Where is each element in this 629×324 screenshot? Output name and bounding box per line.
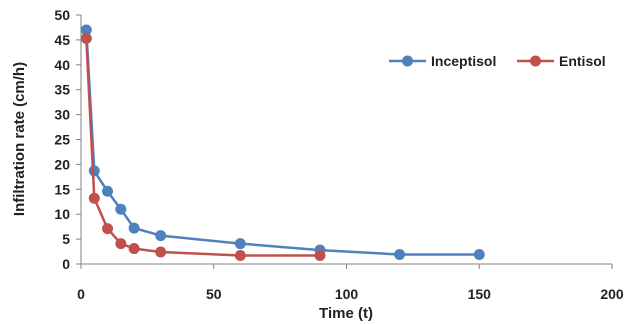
data-point-entisol <box>234 250 246 262</box>
data-point-entisol <box>115 238 127 250</box>
data-point-inceptisol <box>115 203 127 215</box>
data-point-entisol <box>80 32 92 44</box>
y-tick-label: 15 <box>54 181 70 197</box>
x-axis-ticks: 0 50 100 150 200 <box>77 264 624 302</box>
legend-item-entisol: Entisol <box>517 53 606 69</box>
data-point-inceptisol <box>155 230 167 242</box>
y-axis-label: Infiltration rate (cm/h) <box>11 62 28 216</box>
data-point-inceptisol <box>88 165 100 177</box>
y-tick-label: 20 <box>54 156 70 172</box>
series-layer <box>80 24 485 262</box>
y-tick-label: 5 <box>62 231 70 247</box>
x-tick-label: 150 <box>468 286 492 302</box>
x-tick-label: 100 <box>335 286 359 302</box>
y-tick-label: 25 <box>54 132 70 148</box>
y-tick-label: 45 <box>54 32 70 48</box>
y-axis-ticks: 0 5 10 15 20 25 30 35 40 45 50 <box>54 7 81 272</box>
data-point-inceptisol <box>80 24 92 36</box>
series-line-entisol <box>85 38 320 257</box>
data-point-inceptisol <box>102 185 114 197</box>
x-axis-label: Time (t) <box>319 305 373 322</box>
series-entisol <box>80 32 326 262</box>
y-tick-label: 50 <box>54 7 70 23</box>
data-point-inceptisol <box>473 249 485 261</box>
y-tick-label: 10 <box>54 206 70 222</box>
data-point-inceptisol <box>128 222 140 234</box>
series-inceptisol <box>80 24 485 261</box>
legend: Inceptisol Entisol <box>389 53 606 69</box>
data-point-entisol <box>314 250 326 262</box>
data-point-inceptisol <box>394 249 406 261</box>
data-point-entisol <box>128 243 140 255</box>
legend-item-inceptisol: Inceptisol <box>389 53 496 69</box>
x-tick-label: 200 <box>600 286 624 302</box>
data-point-entisol <box>102 223 114 235</box>
chart-axes <box>80 15 612 265</box>
x-tick-label: 0 <box>77 286 85 302</box>
x-tick-label: 50 <box>206 286 222 302</box>
y-tick-label: 30 <box>54 107 70 123</box>
data-point-entisol <box>155 246 167 258</box>
y-tick-label: 40 <box>54 57 70 73</box>
legend-marker <box>402 55 413 67</box>
data-point-entisol <box>88 192 100 204</box>
legend-label: Inceptisol <box>431 53 496 69</box>
y-tick-label: 35 <box>54 82 70 98</box>
legend-label: Entisol <box>559 53 606 69</box>
data-point-inceptisol <box>234 238 246 250</box>
y-tick-label: 0 <box>62 256 70 272</box>
legend-marker <box>530 55 541 67</box>
series-line-inceptisol <box>85 29 480 256</box>
